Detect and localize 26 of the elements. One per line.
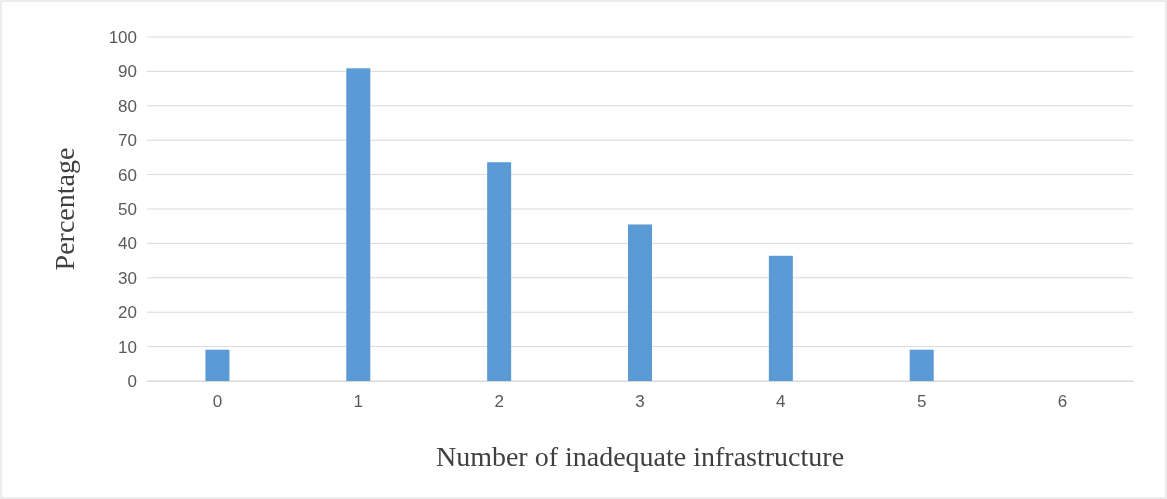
x-tick-label: 6 (1057, 392, 1068, 412)
bar (909, 349, 934, 381)
x-tick-label: 2 (494, 392, 504, 412)
y-tick-label: 20 (118, 303, 137, 323)
y-tick-label: 90 (118, 62, 137, 82)
bar (768, 255, 793, 381)
x-tick-label: 4 (776, 392, 786, 412)
y-tick-label: 0 (127, 371, 137, 391)
x-tick-label: 0 (212, 392, 223, 412)
x-tick-label: 1 (353, 392, 364, 412)
bar (487, 162, 512, 381)
y-tick-label: 80 (118, 96, 137, 116)
bar (628, 224, 652, 381)
y-tick-label: 50 (118, 199, 137, 219)
y-axis-title: Percentage (49, 147, 80, 271)
bar (205, 349, 230, 381)
x-tick-label: 5 (916, 392, 927, 412)
y-tick-label: 100 (108, 27, 137, 47)
y-tick-label: 10 (118, 337, 137, 357)
y-tick-label: 70 (118, 131, 137, 151)
x-tick-label: 3 (635, 392, 645, 412)
y-tick-label: 40 (118, 234, 137, 254)
bar (346, 68, 371, 381)
x-axis-title: Number of inadequate infrastructure (435, 441, 845, 472)
y-tick-label: 30 (118, 268, 137, 288)
y-tick-label: 60 (118, 165, 137, 185)
